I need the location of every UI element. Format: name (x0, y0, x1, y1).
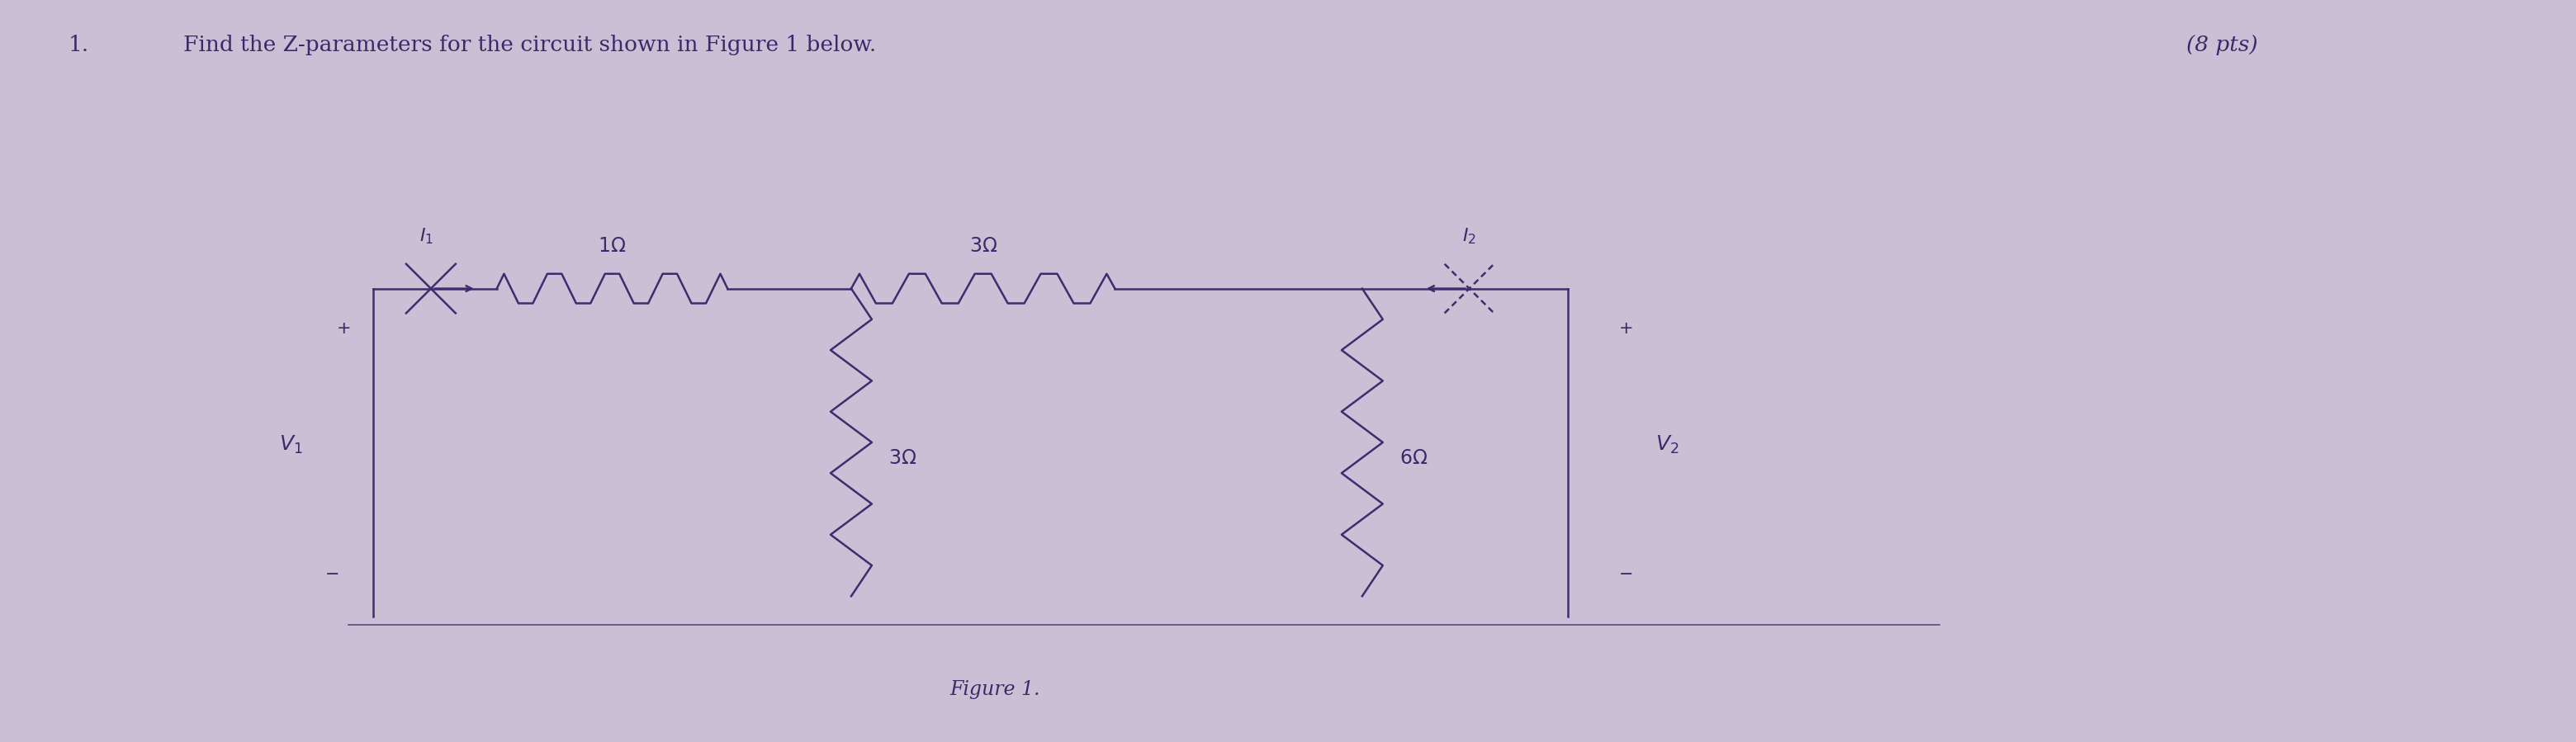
Text: $3\Omega$: $3\Omega$ (969, 237, 997, 256)
Text: $3\Omega$: $3\Omega$ (889, 449, 917, 468)
Text: 1.: 1. (67, 34, 90, 55)
Text: +: + (337, 321, 350, 337)
Text: $V_2$: $V_2$ (1656, 433, 1680, 456)
Text: Find the Z-parameters for the circuit shown in Figure 1 below.: Find the Z-parameters for the circuit sh… (183, 34, 876, 55)
Text: (8 pts): (8 pts) (2187, 34, 2259, 55)
Text: $I_2$: $I_2$ (1463, 226, 1476, 246)
Text: −: − (325, 567, 340, 583)
Text: $V_1$: $V_1$ (278, 433, 301, 456)
Text: $6\Omega$: $6\Omega$ (1399, 449, 1427, 468)
Text: −: − (1618, 567, 1633, 583)
Text: +: + (1618, 321, 1633, 337)
Text: $1\Omega$: $1\Omega$ (598, 237, 626, 256)
Text: Figure 1.: Figure 1. (951, 680, 1041, 699)
Text: $I_1$: $I_1$ (420, 226, 433, 246)
